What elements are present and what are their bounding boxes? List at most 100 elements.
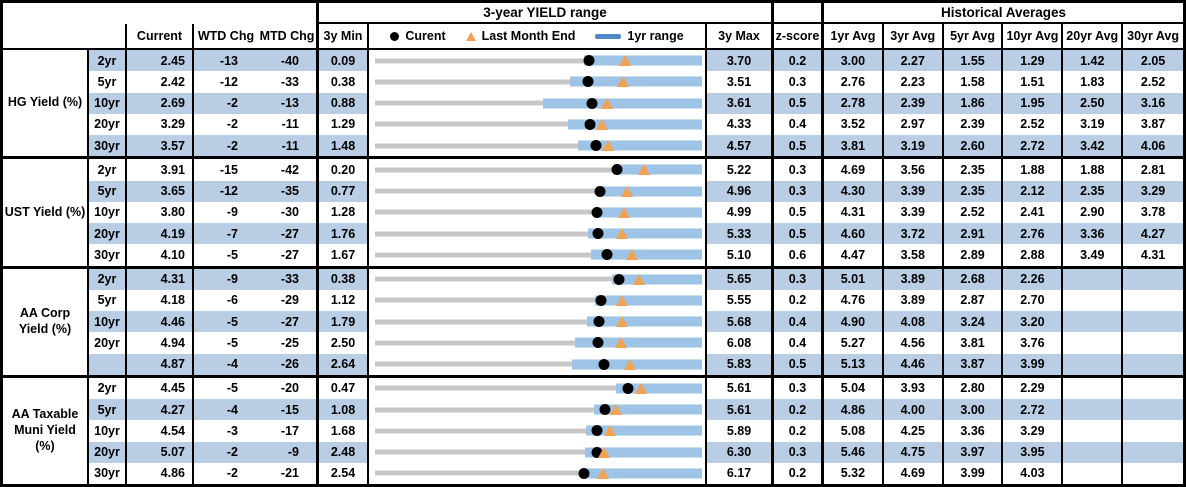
one-year-range-bar <box>588 468 702 479</box>
avg-value: 2.35 <box>944 159 1004 181</box>
current-marker <box>592 337 604 349</box>
avg-value: 2.12 <box>1003 180 1064 202</box>
current-marker <box>591 446 603 458</box>
avg-value: 3.89 <box>883 268 944 290</box>
current-marker <box>601 249 613 261</box>
one-year-range-bar <box>588 228 702 239</box>
avg-value: 2.70 <box>1003 289 1064 311</box>
3y-min-value: 2.54 <box>319 462 369 484</box>
avg-value: 4.86 <box>824 399 884 421</box>
last-month-end-marker <box>634 382 647 394</box>
avg-value: 2.39 <box>883 92 944 114</box>
3y-min-value: 0.09 <box>319 50 369 72</box>
3y-max-value: 3.51 <box>707 71 774 93</box>
current-value: 4.87 <box>127 353 194 375</box>
one-year-range-bar <box>586 425 702 436</box>
avg-value: 1.83 <box>1063 71 1124 93</box>
avg-value: 2.26 <box>1003 268 1064 290</box>
3y-min-value: 0.88 <box>319 92 369 114</box>
range-chart <box>369 113 707 135</box>
z-score-value: 0.2 <box>774 50 824 72</box>
current-dot-icon <box>390 31 400 41</box>
z-score-value: 0.5 <box>774 135 824 157</box>
avg-value <box>1123 420 1183 441</box>
range-chart <box>369 268 707 290</box>
avg-value: 3.56 <box>884 159 944 181</box>
avg-value: 3.58 <box>884 244 944 266</box>
avg-value: 2.23 <box>884 71 944 93</box>
avg-value: 4.06 <box>1123 135 1183 157</box>
avg-value: 5.04 <box>824 377 884 399</box>
avg-value: 2.52 <box>944 201 1004 223</box>
current-value: 3.29 <box>127 113 194 135</box>
mtd-chg-value: -13 <box>258 92 319 114</box>
3y-min-value: 2.48 <box>319 441 369 463</box>
wtd-chg-value: -5 <box>226 381 238 396</box>
3y-max-value: 3.61 <box>707 92 774 114</box>
current-marker <box>595 294 607 306</box>
group-label: AA Corp Yield (%) <box>3 268 89 375</box>
term-label: 30yr <box>89 462 127 484</box>
range-chart <box>369 180 707 202</box>
term-label: 5yr <box>89 399 127 421</box>
one-year-range-bar <box>598 186 702 197</box>
col-header-avg: 10yr Avg <box>1003 24 1064 48</box>
one-year-range-bar <box>571 359 702 370</box>
3y-max-value: 4.33 <box>707 113 774 135</box>
avg-value: 2.81 <box>1140 162 1166 177</box>
3y-max-value: 5.89 <box>707 420 774 442</box>
wtd-chg-value: -2 <box>194 92 258 114</box>
current-value: 2.69 <box>127 92 194 114</box>
z-score-value: 0.4 <box>774 311 824 333</box>
wtd-chg-value: -13 <box>194 50 258 72</box>
current-value: 2.42 <box>127 71 194 93</box>
header-row-groups: 3-year YIELD range Historical Averages <box>3 3 1183 24</box>
avg-value: 4.31 <box>1140 247 1166 262</box>
section: UST Yield (%) 2yr 3.91 -15 -42 0.20 5.22 0.3 4.6… <box>3 156 1183 266</box>
avg-value: 5.08 <box>824 420 884 442</box>
3y-max-value: 3.70 <box>707 50 774 72</box>
col-header-current: Current <box>127 24 194 48</box>
one-year-range-bar <box>584 447 702 458</box>
range-track <box>375 76 702 88</box>
current-value: 4.19 <box>127 223 194 245</box>
range-chart <box>369 135 707 157</box>
current-marker <box>578 467 590 479</box>
3y-max-value: 4.57 <box>707 135 774 157</box>
avg-value: 1.95 <box>1003 92 1064 114</box>
one-year-range-bar <box>586 316 702 327</box>
avg-value: 2.72 <box>1003 399 1064 421</box>
section: HG Yield (%) 2yr 2.45 -13 -40 0.09 3.70 0.2 3.00… <box>3 50 1183 157</box>
range-chart <box>369 441 707 463</box>
header-blank <box>3 24 127 48</box>
avg-value: 3.29 <box>1003 420 1064 442</box>
3y-min-value: 1.29 <box>319 113 369 135</box>
3y-max-value: 6.30 <box>707 441 774 463</box>
3y-max-value: 5.68 <box>707 311 774 333</box>
avg-value <box>1063 441 1124 463</box>
range-chart <box>369 244 707 266</box>
z-score-value: 0.4 <box>774 332 824 354</box>
range-track <box>375 164 702 176</box>
z-score-value: 0.3 <box>774 159 824 181</box>
range-chart <box>369 71 707 93</box>
current-marker <box>582 76 594 88</box>
range-chart <box>369 159 707 181</box>
avg-value: 3.95 <box>1003 441 1064 463</box>
z-score-value: 0.3 <box>774 377 824 399</box>
avg-value: 2.72 <box>1003 135 1064 157</box>
last-month-end-marker <box>619 55 631 67</box>
wtd-chg-value: -12 <box>219 74 238 89</box>
last-month-end-marker <box>621 185 634 197</box>
mtd-chg-value: -33 <box>258 71 319 93</box>
range-track <box>375 118 702 130</box>
range-track <box>375 425 702 437</box>
term-label: 5yr <box>89 180 127 202</box>
current-value: 4.94 <box>127 332 194 354</box>
last-month-end-marker <box>616 316 629 328</box>
col-header-wtd-chg: WTD Chg <box>197 29 255 43</box>
avg-value: 2.35 <box>1063 180 1124 202</box>
avg-value: 4.69 <box>884 462 944 484</box>
term-label: 2yr <box>89 377 127 399</box>
z-score-value: 0.5 <box>774 223 824 245</box>
